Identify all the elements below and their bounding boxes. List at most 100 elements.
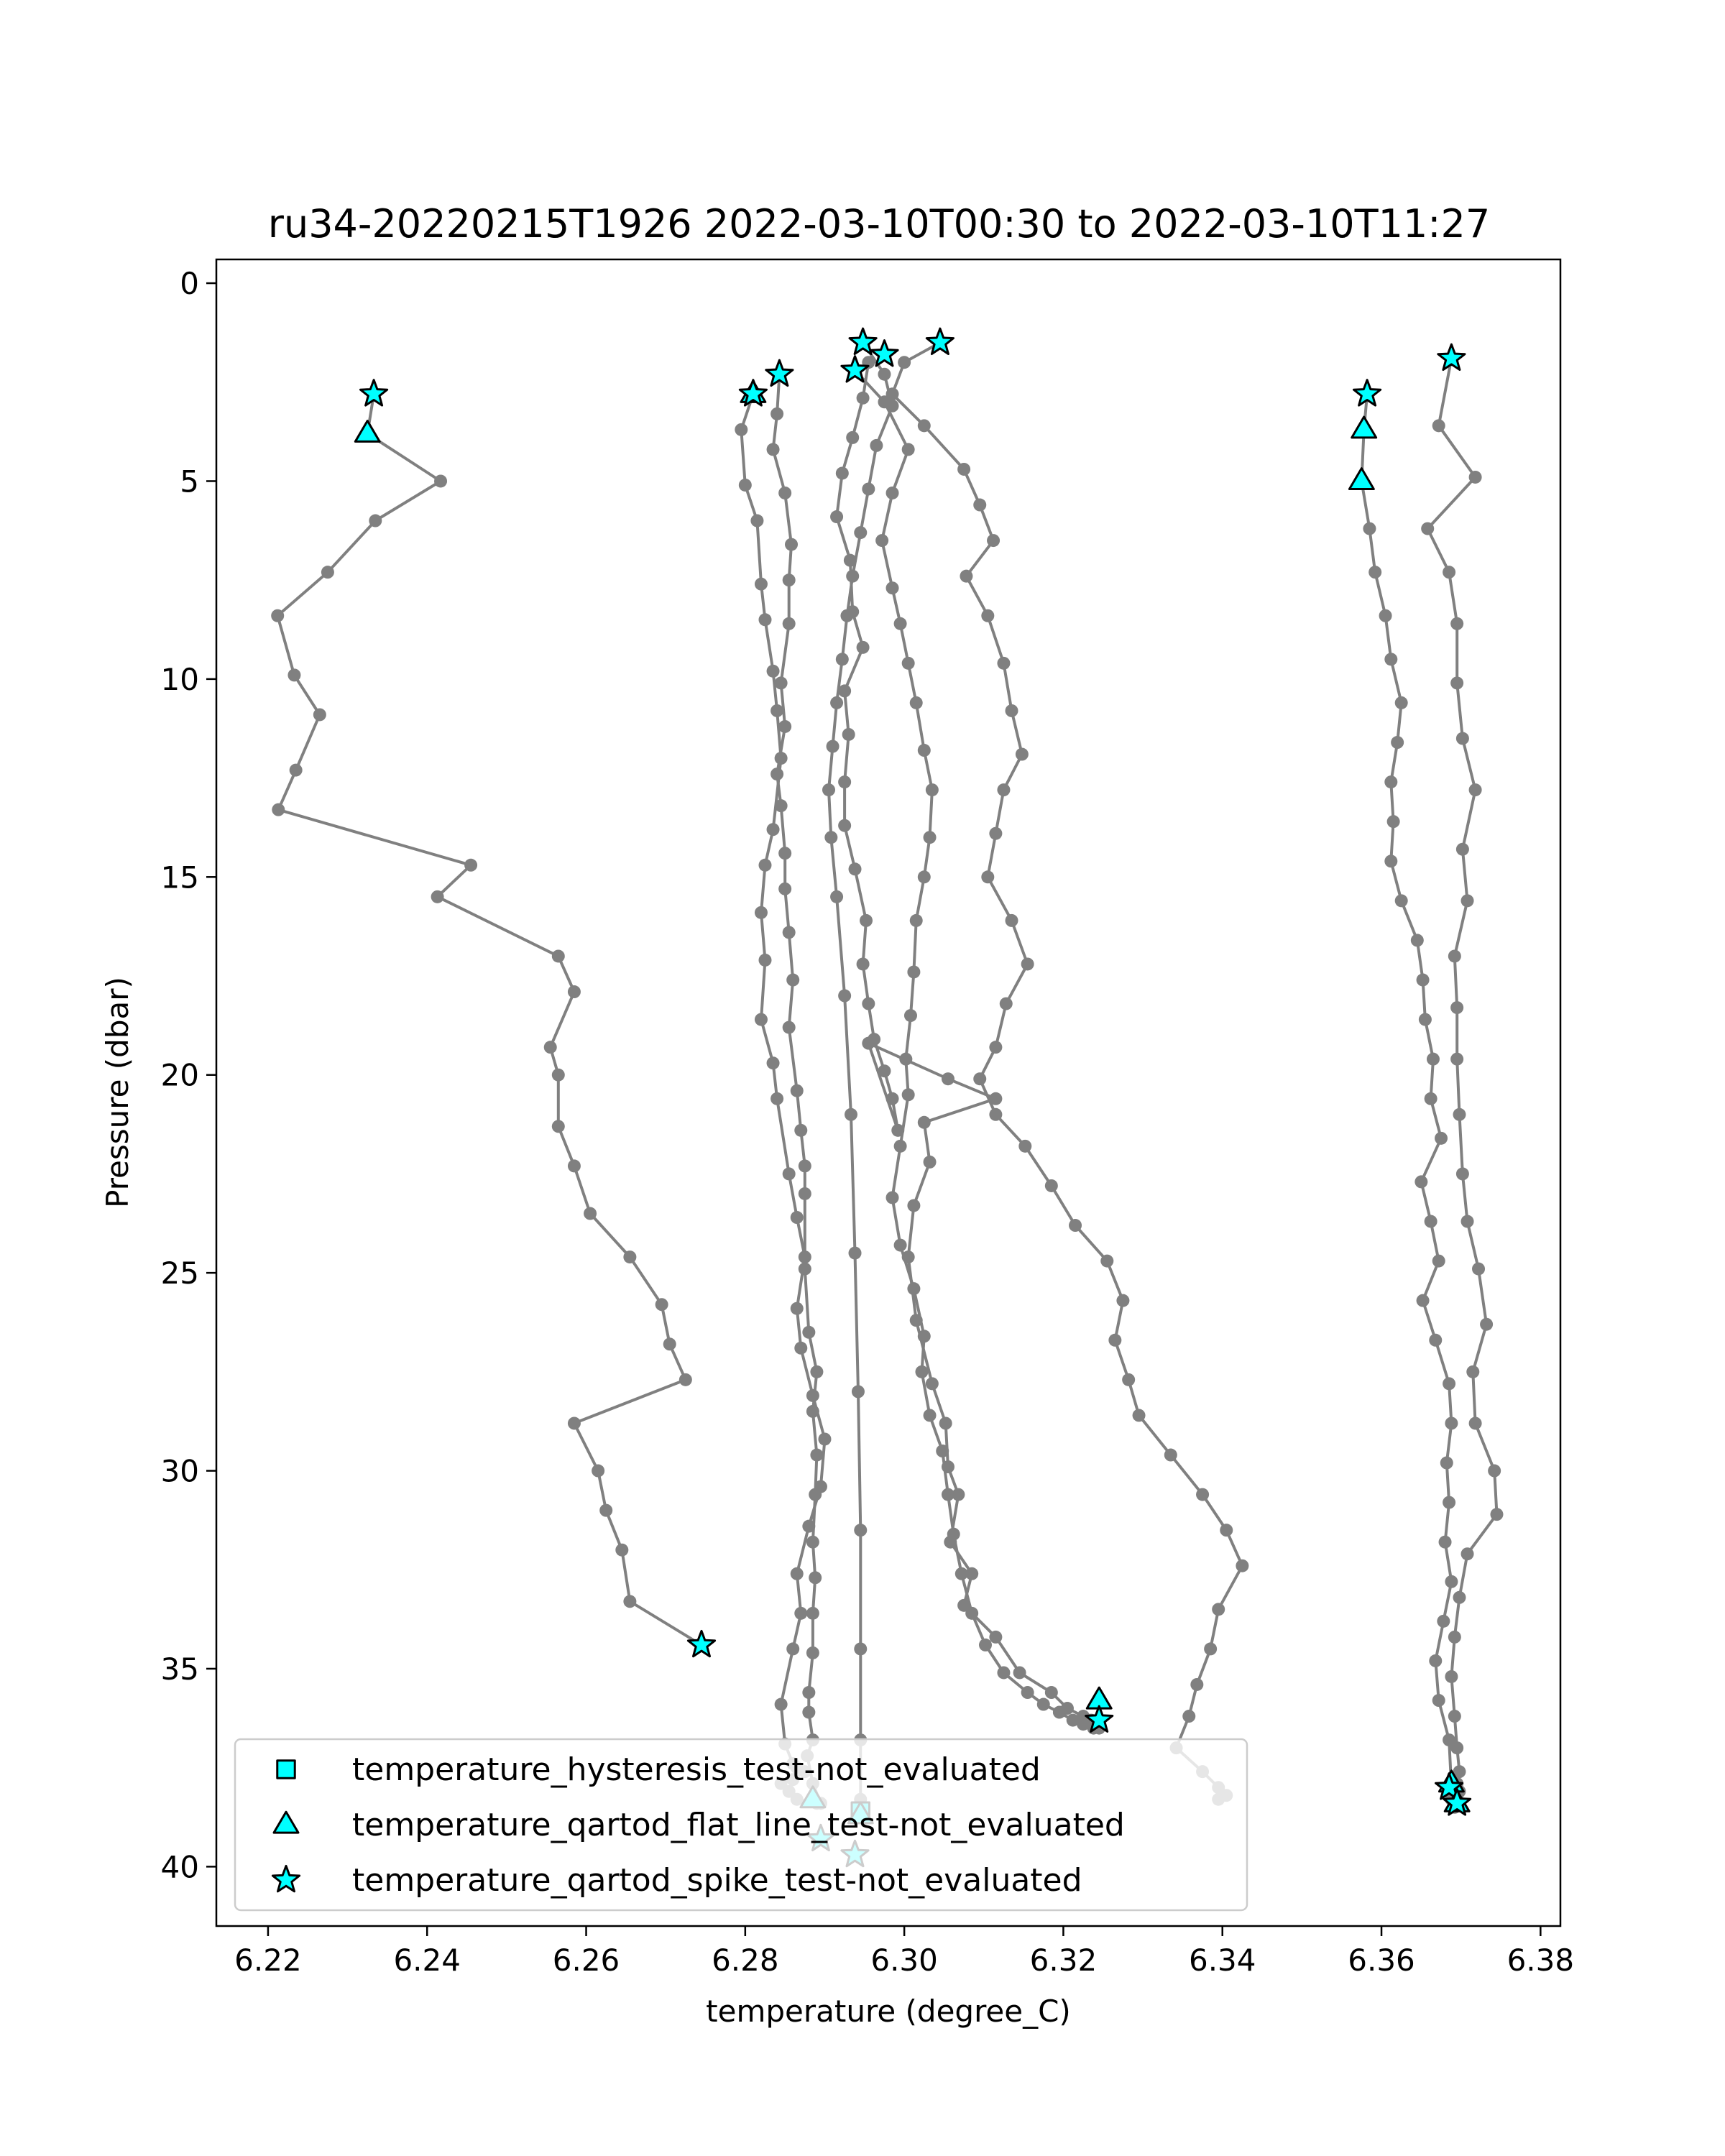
profile-point [997,656,1011,670]
profile-point [1424,1215,1438,1228]
profile-point [1410,934,1424,947]
profile-point [822,783,836,797]
x-tick-label: 6.34 [1189,1943,1256,1978]
x-axis: 6.22 6.24 6.26 6.28 6.30 6.32 6.34 6.36 6.38 [234,1926,1574,1978]
plot-frame [215,258,1562,1927]
profile-point [738,478,752,492]
spike-marker [848,327,878,355]
profile-point [782,1021,796,1034]
profile-point [862,997,875,1010]
profile-point [915,1365,929,1378]
y-tick-label: 15 [161,860,199,895]
profile-point [770,704,784,717]
profile-point [1384,775,1398,789]
profile-point [802,1325,816,1339]
y-tick-label: 5 [180,464,199,499]
profile-point [1443,1377,1456,1391]
profile-point [1443,1733,1456,1747]
profile-point [844,1107,857,1121]
profile-point [854,1524,868,1537]
profile-point [886,1092,899,1105]
y-tick-label: 35 [161,1651,199,1687]
y-axis: 0 5 10 15 20 25 30 35 40 [161,266,216,1884]
profile-point [778,847,792,860]
profile-point [893,617,907,630]
profile-point [907,965,921,979]
profile-point [1418,1013,1432,1026]
profile-point [981,870,995,884]
profile-point [786,1642,800,1656]
y-tick-label: 30 [161,1454,199,1489]
profile-point [875,534,889,548]
spike-marker [840,355,870,383]
profile-point [1220,1524,1233,1537]
profile-point [1450,1741,1464,1755]
profile-point [989,1041,1003,1054]
profile-point [1488,1464,1501,1478]
profile-point [1212,1603,1225,1616]
profile-point [1066,1713,1080,1727]
profile-point [1432,1694,1445,1708]
profile-point [1384,854,1398,868]
profile-point [846,569,860,583]
profile-point [1013,1666,1026,1680]
profile-point [1015,747,1029,761]
profile-point [925,783,939,797]
profile-point [1438,1535,1452,1549]
profile-point [989,1107,1003,1121]
profile-point [551,1120,565,1133]
profile-point [1432,419,1445,433]
profile-point [806,1535,819,1549]
legend: temperature_hysteresis_test-not_evaluate… [234,1738,1248,1912]
profile-point [907,1199,921,1212]
profile-point [838,775,852,789]
profile-point [464,858,478,872]
profile-point [1021,957,1034,971]
profile-point [923,1155,937,1169]
profile-point [1440,1456,1453,1470]
profile-point [830,510,844,524]
profile-point [1044,1179,1058,1192]
profile-point [917,1115,931,1129]
profile-point [917,1330,931,1343]
spike-marker [1085,1705,1114,1733]
profile-point [786,973,800,987]
profile-point [782,926,796,939]
profile-point [369,514,382,528]
profile-point [1472,1262,1486,1276]
profile-point [923,1409,937,1422]
profile-point [1182,1710,1196,1723]
profile-point [878,1064,891,1078]
profile-point [1466,1365,1480,1378]
profile-point [1443,566,1456,579]
profile-point [288,668,301,682]
spike-marker [1437,343,1466,371]
profile-point [1391,736,1404,750]
flat_line-marker [1351,415,1378,439]
profile-point [1453,1765,1466,1779]
profile-point [774,1697,788,1711]
profile-point [886,387,899,401]
profile-point [810,1365,824,1378]
profile-point [1044,1686,1058,1700]
profile-point [838,989,852,1003]
profile-point [1480,1317,1494,1331]
profile-point [766,443,780,456]
profile-point [806,1606,819,1620]
data-layer [271,336,1504,1818]
profile-point [903,1009,917,1023]
profile-point [1490,1508,1504,1521]
profile-point [1468,470,1482,484]
profile-point [826,740,840,753]
profile-point [806,1404,819,1418]
profile-point [1018,1139,1032,1153]
profile-point [754,577,768,591]
profile-point [835,466,849,480]
legend-hysteresis-icon [276,1759,296,1779]
profile-point [917,419,931,433]
profile-point [1379,609,1392,622]
profile-point [824,831,838,844]
profile-point [1414,1175,1428,1189]
profile-point [271,609,285,622]
profile-point [842,727,855,741]
